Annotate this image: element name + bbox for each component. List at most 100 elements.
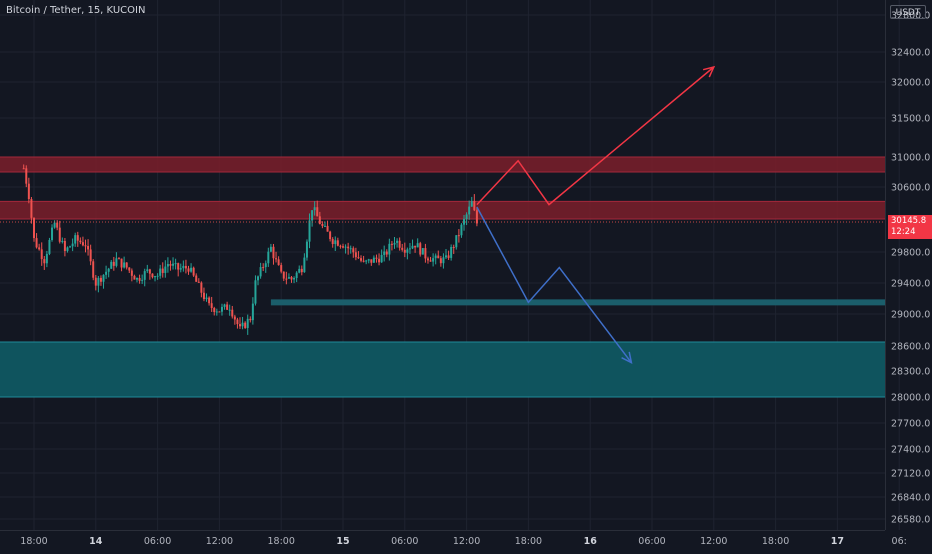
candle-up[interactable] — [287, 277, 290, 279]
candle-up[interactable] — [406, 249, 409, 253]
candle-down[interactable] — [125, 262, 128, 268]
candle-up[interactable] — [408, 248, 411, 250]
candle-up[interactable] — [182, 265, 185, 269]
candle-down[interactable] — [398, 240, 401, 248]
candle-down[interactable] — [94, 277, 97, 286]
candle-down[interactable] — [272, 246, 275, 259]
candle-down[interactable] — [130, 270, 133, 276]
candle-up[interactable] — [97, 277, 100, 286]
candle-down[interactable] — [316, 207, 319, 217]
candle-down[interactable] — [357, 257, 360, 259]
candle-up[interactable] — [228, 309, 231, 311]
candle-down[interactable] — [38, 247, 41, 250]
candle-up[interactable] — [393, 242, 396, 245]
candle-down[interactable] — [378, 258, 381, 263]
candle-down[interactable] — [419, 243, 422, 255]
candle-down[interactable] — [184, 265, 187, 269]
candle-up[interactable] — [61, 240, 64, 242]
candle-down[interactable] — [290, 277, 293, 280]
candle-down[interactable] — [429, 260, 432, 262]
candle-down[interactable] — [362, 260, 365, 262]
candle-down[interactable] — [120, 258, 123, 268]
candle-down[interactable] — [99, 277, 102, 282]
currency-unit-label[interactable]: USDT — [890, 5, 926, 19]
candle-up[interactable] — [267, 251, 270, 264]
candle-up[interactable] — [305, 241, 308, 258]
candle-down[interactable] — [360, 258, 363, 261]
candle-up[interactable] — [365, 260, 368, 262]
candle-down[interactable] — [192, 267, 195, 276]
candle-down[interactable] — [375, 257, 378, 259]
candle-up[interactable] — [383, 251, 386, 255]
candle-up[interactable] — [450, 246, 453, 258]
candle-down[interactable] — [208, 297, 211, 304]
candle-up[interactable] — [445, 255, 447, 258]
candle-up[interactable] — [179, 268, 182, 270]
candle-up[interactable] — [432, 258, 435, 262]
candle-up[interactable] — [154, 276, 157, 278]
candle-down[interactable] — [282, 271, 285, 279]
candle-down[interactable] — [128, 267, 131, 271]
candle-down[interactable] — [249, 318, 252, 321]
candle-down[interactable] — [339, 245, 342, 247]
candle-up[interactable] — [463, 219, 466, 225]
candle-down[interactable] — [239, 324, 241, 327]
candle-up[interactable] — [105, 271, 108, 275]
candle-down[interactable] — [342, 246, 344, 248]
candle-down[interactable] — [218, 311, 221, 313]
candle-down[interactable] — [236, 319, 239, 325]
candle-up[interactable] — [102, 274, 105, 282]
candle-up[interactable] — [251, 303, 254, 321]
candle-down[interactable] — [262, 267, 265, 269]
candle-up[interactable] — [311, 210, 314, 221]
candle-up[interactable] — [323, 225, 326, 227]
candle-up[interactable] — [71, 243, 74, 247]
candle-down[interactable] — [81, 242, 84, 246]
candle-down[interactable] — [457, 235, 460, 237]
candle-down[interactable] — [473, 201, 476, 211]
candle-down[interactable] — [202, 292, 205, 300]
candle-down[interactable] — [27, 183, 30, 200]
candle-up[interactable] — [48, 239, 51, 254]
candle-down[interactable] — [437, 255, 440, 259]
candle-down[interactable] — [231, 309, 234, 317]
candle-down[interactable] — [148, 269, 151, 274]
candle-up[interactable] — [455, 235, 458, 248]
candle-up[interactable] — [334, 240, 337, 245]
candle-down[interactable] — [370, 259, 373, 263]
candle-down[interactable] — [414, 245, 417, 248]
candle-up[interactable] — [411, 245, 414, 249]
candle-down[interactable] — [331, 239, 334, 245]
candle-down[interactable] — [452, 246, 455, 248]
candle-down[interactable] — [89, 249, 92, 262]
candle-down[interactable] — [79, 240, 82, 243]
candle-down[interactable] — [56, 222, 59, 228]
support-line[interactable] — [270, 299, 885, 306]
candle-up[interactable] — [421, 248, 424, 255]
candle-down[interactable] — [200, 282, 203, 293]
candle-up[interactable] — [143, 271, 146, 280]
candle-up[interactable] — [159, 268, 162, 276]
candle-down[interactable] — [424, 248, 427, 259]
candle-down[interactable] — [213, 307, 216, 313]
candle-down[interactable] — [321, 223, 324, 226]
candle-up[interactable] — [45, 253, 48, 264]
resistance-zone[interactable] — [0, 157, 885, 172]
candle-up[interactable] — [66, 247, 69, 251]
candle-up[interactable] — [241, 322, 244, 327]
candle-down[interactable] — [187, 268, 190, 272]
candle-down[interactable] — [30, 199, 33, 218]
candle-down[interactable] — [426, 258, 429, 261]
candle-down[interactable] — [385, 251, 388, 255]
candle-up[interactable] — [442, 257, 445, 264]
candle-down[interactable] — [352, 248, 355, 253]
candle-up[interactable] — [313, 207, 316, 211]
candle-up[interactable] — [380, 254, 383, 263]
candle-down[interactable] — [347, 246, 350, 249]
candle-down[interactable] — [401, 247, 404, 250]
candle-up[interactable] — [107, 268, 110, 272]
candle-down[interactable] — [92, 261, 95, 278]
candle-up[interactable] — [257, 276, 260, 281]
candle-up[interactable] — [298, 268, 301, 273]
